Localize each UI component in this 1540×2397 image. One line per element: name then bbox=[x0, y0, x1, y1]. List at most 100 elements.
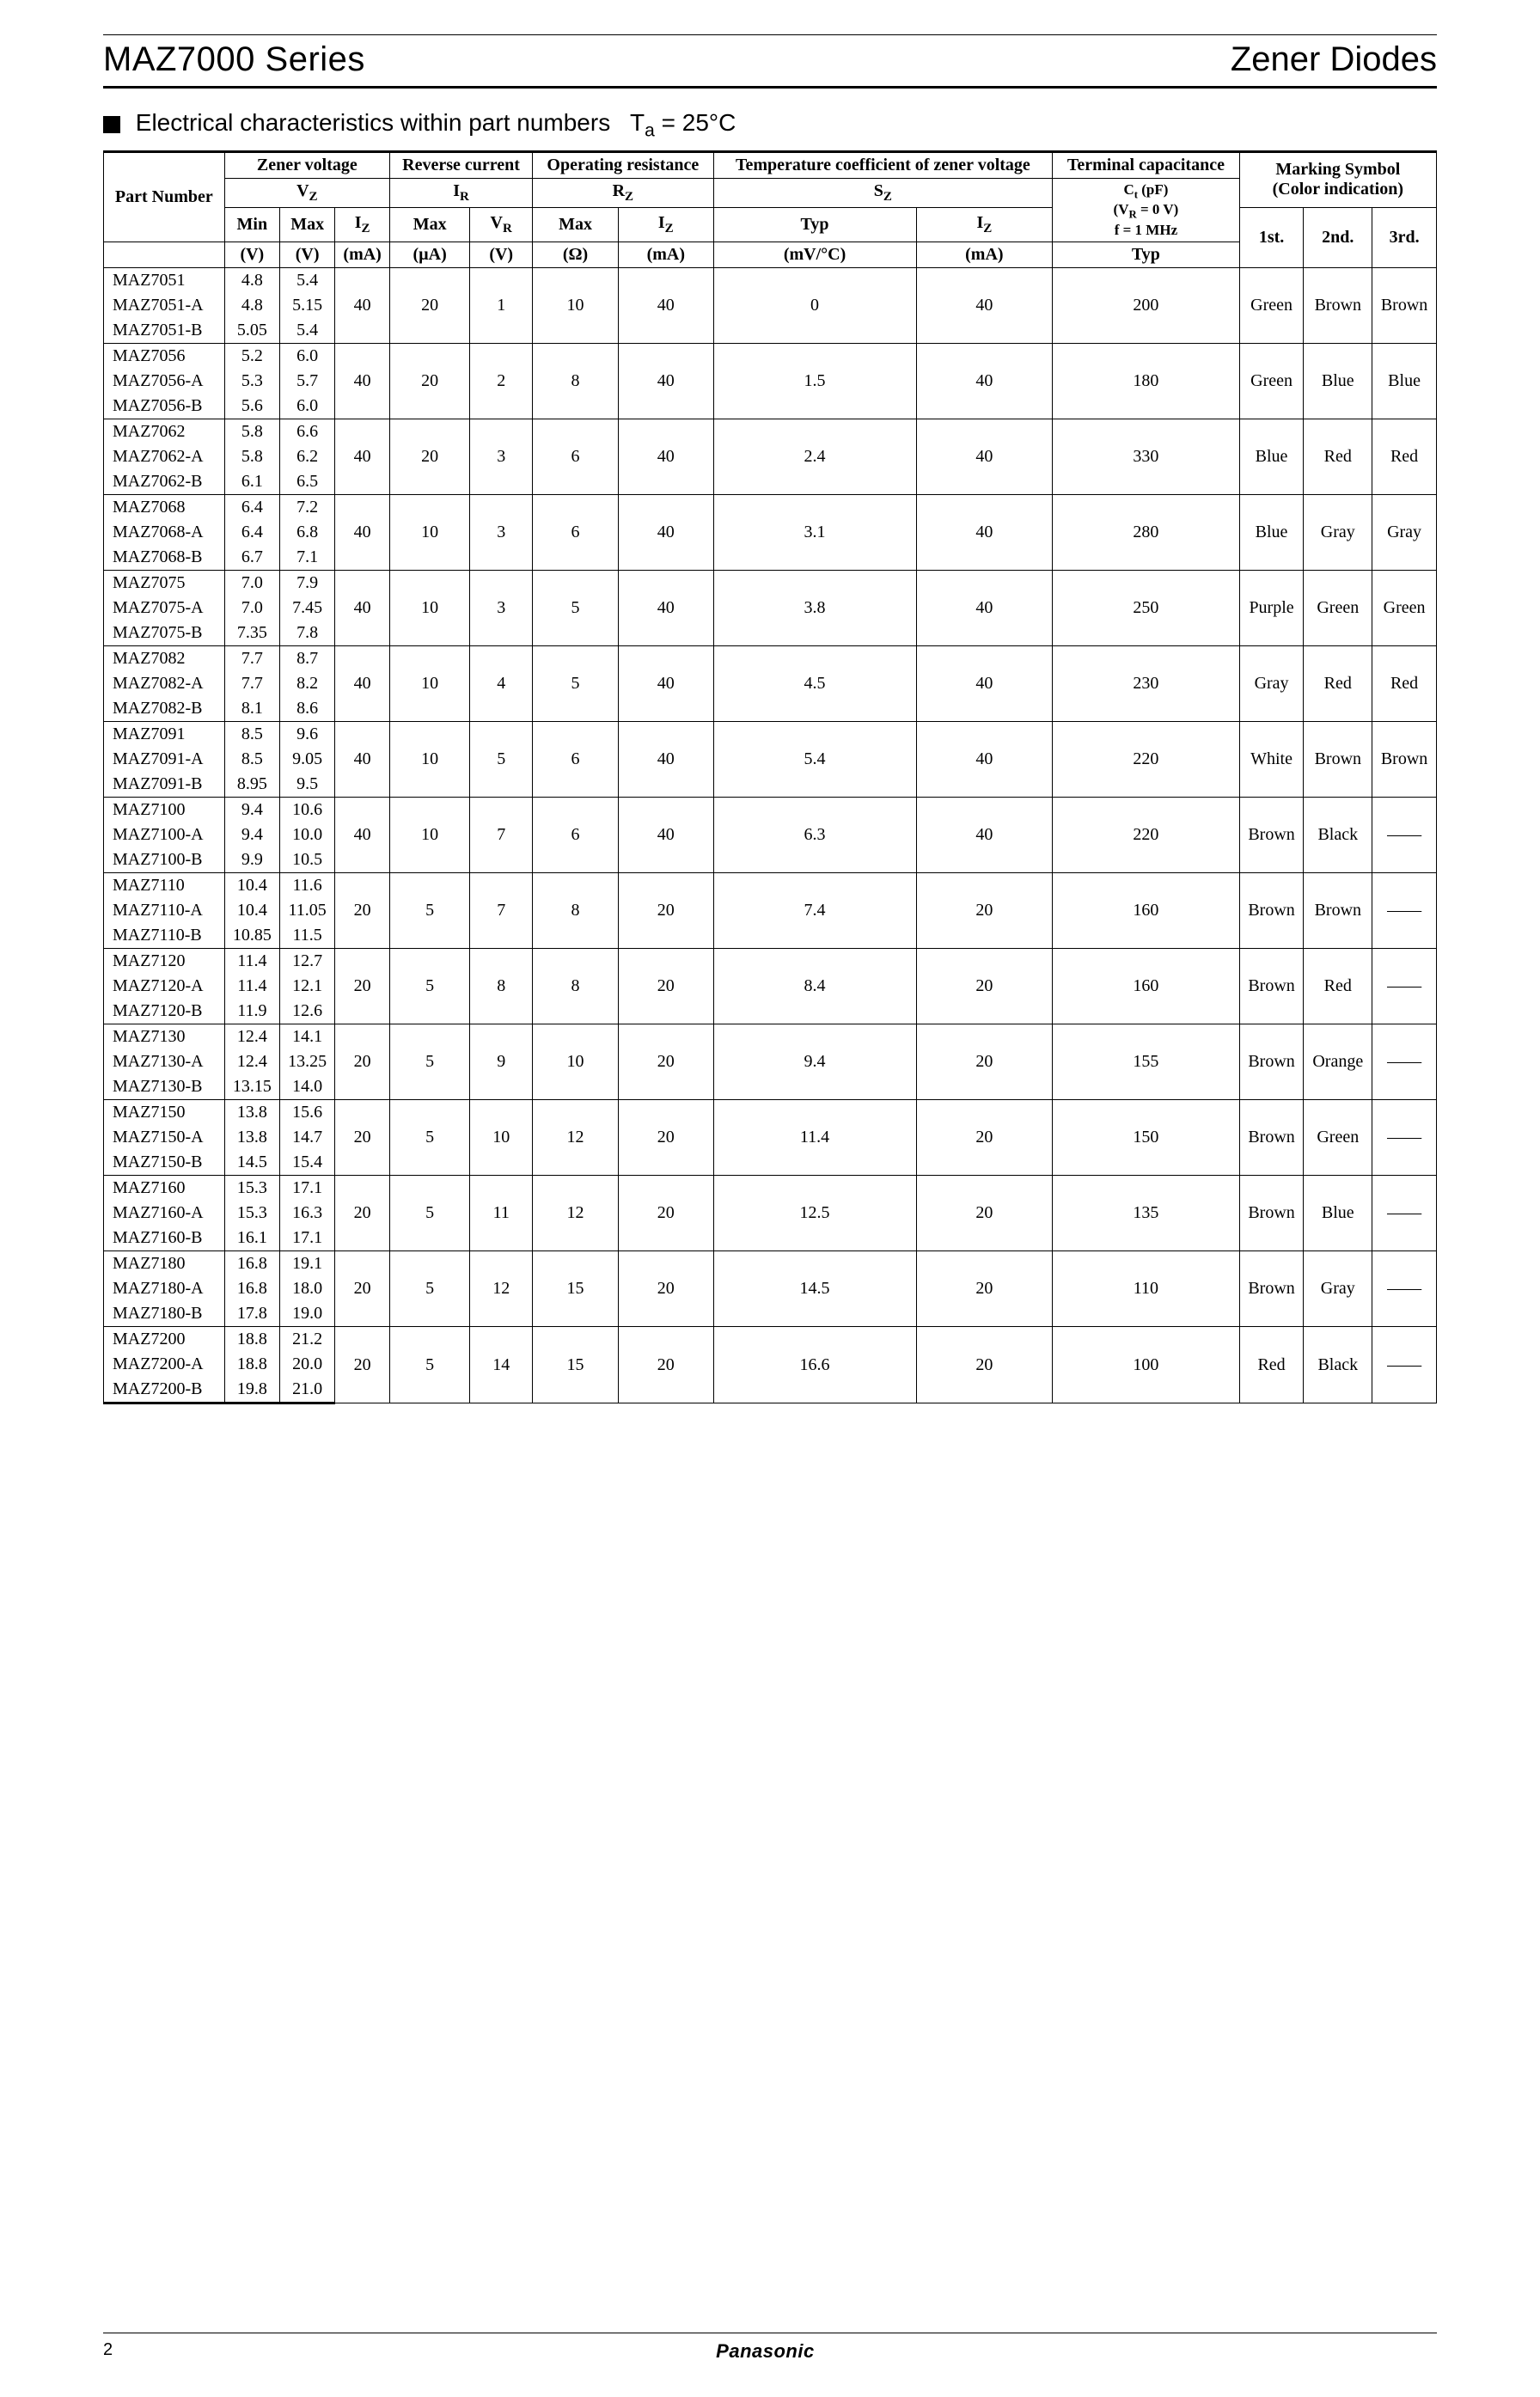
cell-min: 16.8 bbox=[224, 1276, 279, 1301]
cell-partnum: MAZ7091-B bbox=[104, 772, 225, 798]
cell-max: 10.5 bbox=[279, 847, 334, 873]
cell-min: 7.35 bbox=[224, 621, 279, 646]
cell-min: 9.4 bbox=[224, 822, 279, 847]
cell-partnum: MAZ7056 bbox=[104, 344, 225, 370]
cell-m3: —— bbox=[1372, 1251, 1437, 1327]
cell-rz_max: 5 bbox=[533, 571, 619, 646]
cell-min: 5.3 bbox=[224, 369, 279, 394]
hdr-reverse-current: Reverse current bbox=[389, 151, 532, 178]
cell-m2: Green bbox=[1304, 1100, 1372, 1176]
cell-ir_max: 5 bbox=[389, 1176, 469, 1251]
cell-sz_typ: 5.4 bbox=[713, 722, 916, 798]
hdr-ct-cond2: f = 1 MHz bbox=[1115, 222, 1177, 238]
hdr-terminal-cap: Terminal capacitance bbox=[1053, 151, 1239, 178]
cell-iz: 20 bbox=[335, 949, 390, 1024]
cell-vr: 14 bbox=[470, 1327, 533, 1403]
cell-ct: 135 bbox=[1053, 1176, 1239, 1251]
cell-m1: Brown bbox=[1239, 949, 1304, 1024]
cell-m1: Blue bbox=[1239, 495, 1304, 571]
cell-sz_typ: 14.5 bbox=[713, 1251, 916, 1327]
cell-iz: 20 bbox=[335, 1024, 390, 1100]
hdr-min: Min bbox=[224, 207, 279, 242]
cell-vr: 1 bbox=[470, 268, 533, 344]
hdr-marking-symbol: Marking Symbol (Color indication) bbox=[1239, 151, 1436, 207]
cell-min: 10.85 bbox=[224, 923, 279, 949]
cell-min: 14.5 bbox=[224, 1150, 279, 1176]
cell-min: 5.05 bbox=[224, 318, 279, 344]
cell-partnum: MAZ7160-A bbox=[104, 1201, 225, 1226]
cell-ir_max: 20 bbox=[389, 268, 469, 344]
page-header: MAZ7000 Series Zener Diodes bbox=[103, 40, 1437, 89]
cell-m2: Red bbox=[1304, 646, 1372, 722]
cell-min: 7.7 bbox=[224, 646, 279, 672]
hdr-rz-sym: R bbox=[613, 181, 625, 200]
table-row: MAZ70514.85.4402011040040200GreenBrownBr… bbox=[104, 268, 1437, 294]
cell-m2: Green bbox=[1304, 571, 1372, 646]
cell-rz_iz: 20 bbox=[618, 1024, 713, 1100]
hdr-u-v1: (V) bbox=[224, 242, 279, 268]
cell-min: 15.3 bbox=[224, 1176, 279, 1202]
hdr-sz: SZ bbox=[713, 178, 1053, 207]
cell-iz: 40 bbox=[335, 268, 390, 344]
hdr-ir: IR bbox=[389, 178, 532, 207]
cell-rz_max: 6 bbox=[533, 798, 619, 873]
condition-suffix: = 25°C bbox=[655, 109, 736, 136]
cell-partnum: MAZ7091 bbox=[104, 722, 225, 748]
hdr-vr: VR bbox=[470, 207, 533, 242]
cell-sz_iz: 40 bbox=[916, 646, 1053, 722]
cell-min: 8.5 bbox=[224, 722, 279, 748]
cell-ct: 230 bbox=[1053, 646, 1239, 722]
cell-min: 19.8 bbox=[224, 1377, 279, 1403]
cell-m1: Brown bbox=[1239, 1024, 1304, 1100]
cell-vr: 10 bbox=[470, 1100, 533, 1176]
cell-rz_iz: 20 bbox=[618, 1100, 713, 1176]
page-number: 2 bbox=[103, 2340, 113, 2363]
cell-m2: Black bbox=[1304, 1327, 1372, 1403]
cell-sz_typ: 11.4 bbox=[713, 1100, 916, 1176]
section-title: Electrical characteristics within part n… bbox=[103, 109, 1437, 142]
cell-sz_typ: 2.4 bbox=[713, 419, 916, 495]
top-rule bbox=[103, 34, 1437, 35]
hdr-temp-coeff: Temperature coefficient of zener voltage bbox=[713, 151, 1053, 178]
cell-min: 6.4 bbox=[224, 520, 279, 545]
cell-rz_iz: 20 bbox=[618, 949, 713, 1024]
spec-table: Part Number Zener voltage Reverse curren… bbox=[103, 150, 1437, 1405]
cell-partnum: MAZ7180-B bbox=[104, 1301, 225, 1327]
hdr-ir-max: Max bbox=[389, 207, 469, 242]
cell-min: 4.8 bbox=[224, 293, 279, 318]
hdr-marking-line2: (Color indication) bbox=[1273, 180, 1403, 199]
cell-ir_max: 5 bbox=[389, 1251, 469, 1327]
cell-m1: Blue bbox=[1239, 419, 1304, 495]
hdr-ct-unit: (pF) bbox=[1138, 181, 1168, 198]
cell-rz_iz: 40 bbox=[618, 419, 713, 495]
cell-max: 18.0 bbox=[279, 1276, 334, 1301]
cell-iz: 40 bbox=[335, 646, 390, 722]
cell-m3: —— bbox=[1372, 1176, 1437, 1251]
cell-sz_iz: 20 bbox=[916, 1327, 1053, 1403]
cell-min: 12.4 bbox=[224, 1024, 279, 1050]
cell-min: 6.4 bbox=[224, 495, 279, 521]
cell-vr: 3 bbox=[470, 571, 533, 646]
hdr-ir-sub: R bbox=[460, 190, 469, 204]
cell-sz_typ: 8.4 bbox=[713, 949, 916, 1024]
table-body: MAZ70514.85.4402011040040200GreenBrownBr… bbox=[104, 268, 1437, 1403]
hdr-rz-max: Max bbox=[533, 207, 619, 242]
cell-ct: 160 bbox=[1053, 949, 1239, 1024]
cell-min: 13.15 bbox=[224, 1074, 279, 1100]
cell-max: 15.4 bbox=[279, 1150, 334, 1176]
cell-min: 11.4 bbox=[224, 949, 279, 975]
cell-ct: 180 bbox=[1053, 344, 1239, 419]
hdr-u-ma2: (mA) bbox=[618, 242, 713, 268]
cell-sz_typ: 0 bbox=[713, 268, 916, 344]
table-row: MAZ71009.410.6401076406.340220BrownBlack… bbox=[104, 798, 1437, 823]
cell-sz_typ: 16.6 bbox=[713, 1327, 916, 1403]
cell-rz_iz: 40 bbox=[618, 571, 713, 646]
cell-min: 10.4 bbox=[224, 873, 279, 899]
cell-min: 7.7 bbox=[224, 671, 279, 696]
cell-rz_iz: 20 bbox=[618, 1251, 713, 1327]
cell-rz_max: 6 bbox=[533, 419, 619, 495]
hdr-operating-resistance: Operating resistance bbox=[533, 151, 714, 178]
cell-min: 7.0 bbox=[224, 596, 279, 621]
hdr-rz-sub: Z bbox=[625, 190, 633, 204]
cell-partnum: MAZ7051 bbox=[104, 268, 225, 294]
